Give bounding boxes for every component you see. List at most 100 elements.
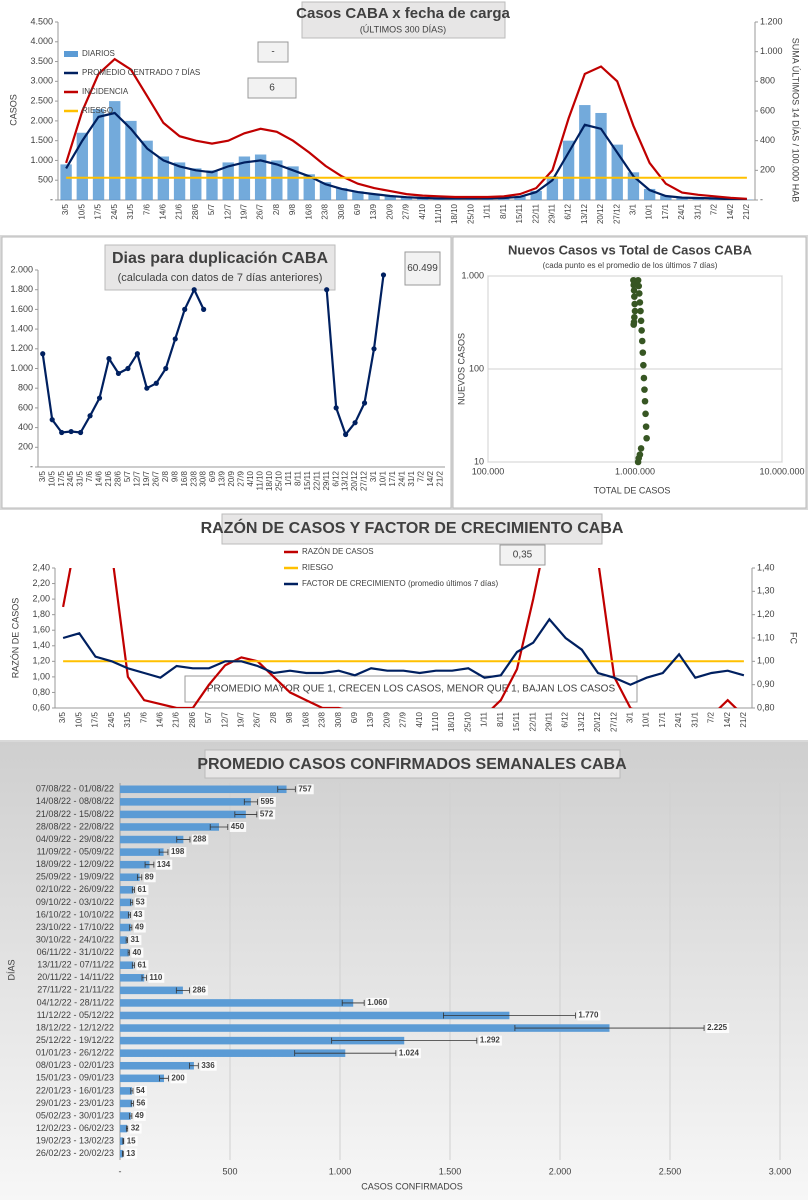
x-tick-label: 14/2 (723, 711, 732, 727)
value-label-bg (259, 796, 276, 807)
bar (120, 873, 140, 882)
title-box (104, 244, 336, 291)
x-tick-label: 13/12 (577, 711, 586, 732)
panel (452, 236, 807, 509)
value-label-bg (366, 997, 390, 1008)
point (631, 300, 638, 308)
x-tick-label: 24/5 (110, 203, 119, 219)
x-tick-label: 17/5 (94, 203, 103, 219)
value-label: 54 (136, 1086, 145, 1095)
x-tick-label: 7/2 (707, 711, 716, 723)
value-label: 13 (126, 1149, 135, 1158)
x-tick-label: 5/7 (204, 711, 213, 723)
y-tick-label: 11/12/22 - 05/12/22 (37, 1010, 114, 1020)
error-bar (130, 1087, 134, 1094)
y2-tick-label: 1,10 (757, 632, 775, 642)
x-tick-label: 6/9 (353, 203, 362, 215)
x-tick-label: 2.500 (659, 1166, 682, 1176)
error-bar (130, 899, 134, 906)
annotation-box (247, 77, 297, 99)
y-tick-label: 600 (18, 402, 33, 412)
value-label: 43 (134, 910, 143, 919)
y-tick-label: 800 (18, 383, 33, 393)
x-tick-label: 4/10 (246, 470, 255, 486)
x-tick-label: 6/12 (331, 470, 340, 486)
value-label-bg (577, 1010, 601, 1021)
x-tick-label: 21/6 (104, 470, 113, 486)
point (642, 410, 649, 418)
bar (627, 172, 640, 200)
value-label-bg (143, 872, 156, 883)
y2-tick-label: 600 (760, 105, 775, 115)
y-tick-label: 25/12/22 - 19/12/22 (36, 1035, 114, 1045)
x-tick-label: 22/11 (531, 203, 540, 223)
legend-label: INCIDENCIA (82, 87, 129, 96)
y-tick-label: 05/02/23 - 30/01/23 (36, 1110, 114, 1120)
marker (172, 336, 178, 342)
bar (120, 898, 132, 907)
y2-tick-label: - (760, 194, 763, 204)
x-tick-label: - (119, 1166, 122, 1176)
annotation: 60.499 (407, 263, 438, 274)
bar (120, 886, 134, 894)
y-tick-label: 2.000 (10, 264, 33, 274)
x-tick-label: 16/8 (304, 203, 313, 219)
y-tick-label: 1,80 (32, 609, 50, 619)
error-bar (277, 786, 296, 793)
y-tick-label: 2,20 (32, 578, 50, 588)
x-tick-label: 20/9 (382, 711, 391, 727)
value-label-bg (134, 1085, 147, 1096)
y-tick-label: 06/11/22 - 31/10/22 (37, 947, 114, 957)
error-bar (125, 1125, 129, 1132)
value-label-bg (133, 1111, 146, 1122)
bar (579, 105, 591, 200)
y-tick-label: - (50, 194, 53, 204)
value-label: 89 (145, 872, 154, 881)
x-tick-label: 15/11 (303, 470, 312, 490)
axis-label: CASOS (8, 94, 18, 126)
value-label: 61 (138, 960, 147, 969)
y-tick-label: 2,40 (32, 562, 50, 572)
error-bar (141, 974, 147, 981)
bar (120, 974, 145, 982)
x-tick-label: 28/6 (188, 711, 197, 727)
bar (676, 197, 688, 200)
value-label: 110 (149, 973, 162, 982)
bar (141, 140, 153, 200)
point (631, 307, 639, 315)
y2-tick-label: 0,80 (757, 702, 775, 712)
x-tick-label: 1.000.000 (615, 466, 655, 476)
bar (120, 923, 131, 932)
chart-title: Nuevos Casos vs Total de Casos CABA (508, 242, 753, 257)
x-tick-label: 30/8 (199, 470, 208, 486)
x-tick-label: 10/5 (74, 711, 83, 727)
point (636, 299, 644, 306)
marker (153, 380, 159, 386)
marker (352, 420, 358, 426)
y-tick-label: 30/10/22 - 24/10/22 (36, 934, 114, 944)
x-tick-label: 6/9 (208, 470, 217, 482)
annotation: 0,35 (513, 550, 533, 561)
x-tick-label: 23/8 (189, 470, 198, 486)
value-label: 286 (193, 985, 207, 994)
chart-title: PROMEDIO CASOS CONFIRMADOS SEMANALES CAB… (197, 756, 627, 773)
x-tick-label: 25/10 (274, 470, 283, 491)
marker (68, 428, 74, 435)
marker (333, 405, 339, 411)
value-label-bg (125, 1148, 138, 1159)
x-tick-label: 20/12 (596, 203, 605, 224)
x-tick-label: 2/8 (272, 203, 281, 215)
value-label-bg (191, 985, 208, 996)
bar (530, 190, 542, 200)
y-tick-label: 4.500 (30, 16, 53, 26)
value-label: 757 (298, 784, 312, 793)
bar (222, 162, 234, 200)
bar (120, 999, 354, 1007)
y-tick-label: 1.000 (30, 155, 53, 165)
bar (125, 120, 137, 200)
bar (400, 196, 413, 200)
x-tick-label: 31/5 (126, 203, 135, 219)
axis-label: FC (789, 632, 799, 644)
x-tick-label: 10/5 (47, 470, 56, 486)
legend-swatch (64, 51, 78, 57)
